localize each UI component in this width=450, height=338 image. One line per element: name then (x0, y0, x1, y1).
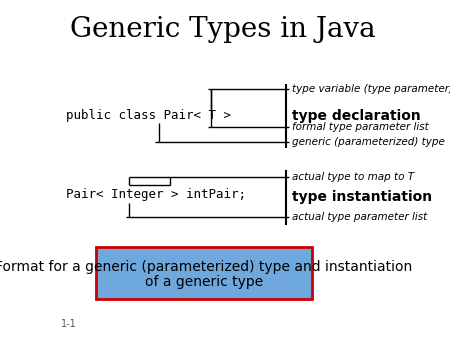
FancyBboxPatch shape (96, 247, 312, 299)
Text: generic (parameterized) type: generic (parameterized) type (292, 137, 445, 147)
Text: actual type parameter list: actual type parameter list (292, 212, 427, 222)
Text: Format for a generic (parameterized) type and instantiation: Format for a generic (parameterized) typ… (0, 260, 413, 274)
Text: type instantiation: type instantiation (292, 190, 432, 204)
Text: of a generic type: of a generic type (145, 275, 263, 289)
Text: formal type parameter list: formal type parameter list (292, 122, 428, 132)
Text: Pair< Integer > intPair;: Pair< Integer > intPair; (66, 188, 246, 201)
Text: actual type to map to T: actual type to map to T (292, 172, 414, 182)
Text: type declaration: type declaration (292, 109, 420, 123)
Text: type variable (type parameter): type variable (type parameter) (292, 84, 450, 94)
Text: Generic Types in Java: Generic Types in Java (70, 16, 375, 43)
Text: public class Pair< T >: public class Pair< T > (66, 109, 231, 122)
Text: 1-1: 1-1 (61, 319, 77, 329)
